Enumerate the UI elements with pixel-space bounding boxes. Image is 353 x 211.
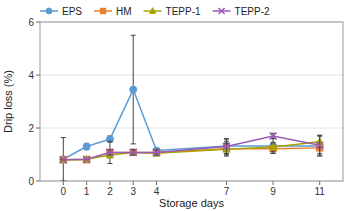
legend-item: TEPP-2 bbox=[213, 6, 270, 17]
error-bar bbox=[107, 136, 112, 142]
x-tick bbox=[226, 181, 227, 185]
x-tick-label: 0 bbox=[61, 186, 67, 197]
legend-label: EPS bbox=[62, 6, 82, 17]
error-bar-cap bbox=[224, 155, 229, 156]
marker bbox=[130, 86, 137, 93]
series-line bbox=[63, 142, 319, 160]
error-bar-cap bbox=[61, 181, 66, 182]
marker bbox=[130, 149, 137, 156]
y-tick-label: 0 bbox=[28, 176, 34, 187]
series bbox=[60, 141, 323, 163]
marker bbox=[153, 149, 160, 156]
x-tick-label: 4 bbox=[154, 186, 160, 197]
marker bbox=[106, 136, 113, 143]
series bbox=[60, 132, 323, 163]
y-tick-label: 6 bbox=[28, 17, 34, 28]
legend-label: HM bbox=[116, 6, 132, 17]
x-tick-label: 3 bbox=[130, 186, 136, 197]
error-bar bbox=[271, 144, 276, 154]
error-bar-cap bbox=[271, 153, 276, 154]
y-grid-line bbox=[40, 128, 343, 129]
marker bbox=[60, 156, 67, 163]
chart: 0 2 4 6 0 1 2 3 4 7 9 11 Storage days Drip loss (%) EP… bbox=[0, 0, 353, 211]
x-tick bbox=[86, 181, 87, 185]
marker bbox=[83, 156, 90, 163]
error-bar-cap bbox=[131, 35, 136, 36]
error-bar-cap bbox=[271, 151, 276, 152]
error-bar-cap bbox=[107, 163, 112, 164]
error-bar-cap bbox=[107, 141, 112, 142]
marker bbox=[100, 8, 105, 13]
legend: EPS HM TEPP-1 TEPP-2 bbox=[40, 6, 270, 17]
marker bbox=[46, 8, 52, 14]
error-bar-cap bbox=[224, 156, 229, 157]
page: {"chart_data": { "type": "line", "xlabel… bbox=[0, 0, 353, 211]
error-bar-cap bbox=[224, 138, 229, 139]
y-grid-line bbox=[40, 75, 343, 76]
x-tick bbox=[63, 181, 64, 185]
error-bar bbox=[271, 142, 276, 152]
marker bbox=[83, 143, 90, 150]
marker bbox=[150, 8, 156, 14]
x-tick bbox=[319, 181, 320, 185]
error-bar bbox=[131, 35, 136, 144]
plot-background bbox=[40, 22, 343, 181]
legend-item: HM bbox=[94, 6, 132, 17]
error-bar-cap bbox=[317, 156, 322, 157]
series-line bbox=[63, 90, 319, 160]
x-tick-label: 11 bbox=[314, 186, 325, 197]
series bbox=[60, 136, 323, 163]
y-tick bbox=[36, 75, 40, 76]
y-axis-label: Drip loss (%) bbox=[2, 70, 14, 133]
marker bbox=[316, 142, 323, 149]
y-tick-label: 4 bbox=[28, 70, 34, 81]
x-tick-label: 2 bbox=[107, 186, 113, 197]
series-line bbox=[63, 136, 319, 160]
x-tick bbox=[133, 181, 134, 185]
y-tick bbox=[36, 181, 40, 182]
legend-label: TEPP-1 bbox=[166, 6, 201, 17]
marker bbox=[219, 8, 225, 14]
error-bar-cap bbox=[224, 153, 229, 154]
x-tick bbox=[109, 181, 110, 185]
x-axis-label: Storage days bbox=[159, 197, 224, 209]
series bbox=[60, 35, 323, 181]
error-bar-cap bbox=[317, 155, 322, 156]
error-bar bbox=[84, 143, 89, 149]
plot-frame bbox=[40, 22, 343, 181]
y-tick bbox=[36, 128, 40, 129]
y-tick bbox=[36, 22, 40, 23]
error-bar-cap bbox=[271, 153, 276, 154]
data bbox=[60, 35, 323, 181]
error-bar-cap bbox=[131, 143, 136, 144]
x-tick-label: 1 bbox=[84, 186, 90, 197]
error-bar-cap bbox=[317, 135, 322, 136]
legend-item: TEPP-1 bbox=[144, 6, 201, 17]
x-tick-label: 7 bbox=[224, 186, 230, 197]
axes: 0 2 4 6 0 1 2 3 4 7 9 11 bbox=[28, 17, 343, 198]
marker bbox=[270, 132, 277, 139]
x-tick bbox=[156, 181, 157, 185]
error-bar-cap bbox=[61, 137, 66, 138]
marker bbox=[106, 149, 113, 156]
marker bbox=[270, 143, 277, 150]
error-bar bbox=[317, 136, 322, 156]
marker bbox=[223, 143, 230, 150]
legend-item: EPS bbox=[40, 6, 82, 17]
x-tick-label: 9 bbox=[270, 186, 276, 197]
error-bar bbox=[271, 139, 276, 154]
y-tick-label: 2 bbox=[28, 123, 34, 134]
error-bar-cap bbox=[224, 139, 229, 140]
x-tick bbox=[273, 181, 274, 185]
legend-label: TEPP-2 bbox=[235, 6, 270, 17]
